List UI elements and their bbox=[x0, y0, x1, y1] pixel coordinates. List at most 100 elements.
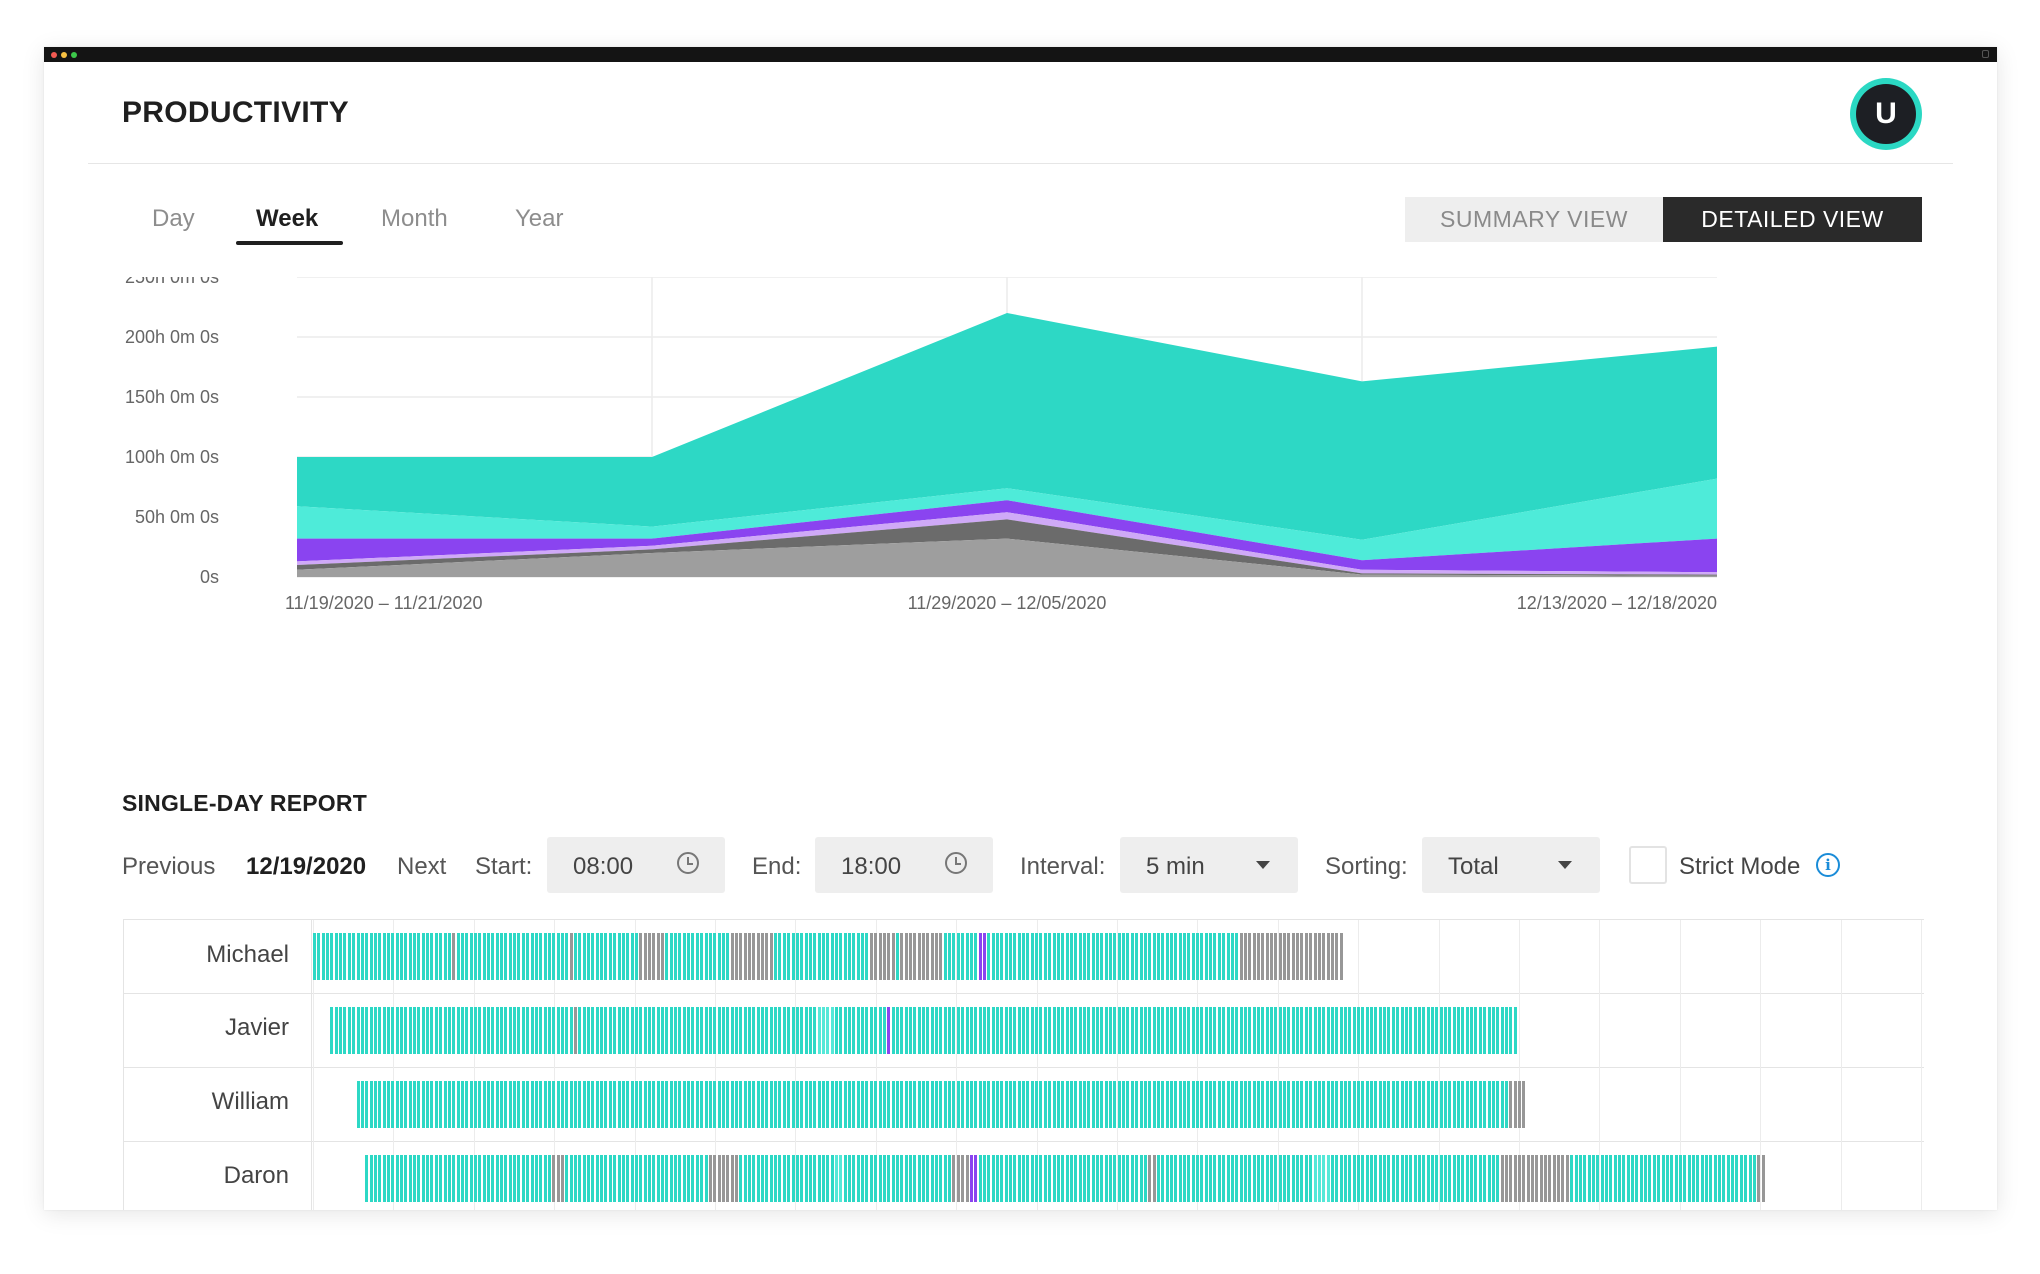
activity-block[interactable] bbox=[1230, 1155, 1234, 1202]
activity-block[interactable] bbox=[930, 933, 934, 980]
activity-block[interactable] bbox=[939, 933, 943, 980]
activity-block[interactable] bbox=[1200, 933, 1204, 980]
activity-block[interactable] bbox=[356, 933, 360, 980]
activity-block[interactable] bbox=[1052, 1007, 1056, 1054]
activity-block[interactable] bbox=[1248, 933, 1252, 980]
activity-block[interactable] bbox=[1370, 1155, 1374, 1202]
activity-block[interactable] bbox=[800, 1155, 804, 1202]
activity-block[interactable] bbox=[473, 1007, 477, 1054]
activity-block[interactable] bbox=[713, 933, 717, 980]
activity-block[interactable] bbox=[591, 1007, 595, 1054]
activity-block[interactable] bbox=[539, 1007, 543, 1054]
activity-block[interactable] bbox=[917, 1007, 921, 1054]
activity-block[interactable] bbox=[1552, 1155, 1556, 1202]
activity-block[interactable] bbox=[1422, 1007, 1426, 1054]
activity-block[interactable] bbox=[713, 1007, 717, 1054]
activity-block[interactable] bbox=[365, 1081, 369, 1128]
activity-block[interactable] bbox=[1561, 1155, 1565, 1202]
activity-block[interactable] bbox=[1065, 1007, 1069, 1054]
activity-block[interactable] bbox=[974, 933, 978, 980]
activity-block[interactable] bbox=[582, 1155, 586, 1202]
activity-block[interactable] bbox=[639, 1081, 643, 1128]
activity-block[interactable] bbox=[395, 1007, 399, 1054]
activity-block[interactable] bbox=[391, 1007, 395, 1054]
activity-block[interactable] bbox=[500, 933, 504, 980]
activity-block[interactable] bbox=[626, 1007, 630, 1054]
activity-block[interactable] bbox=[1422, 1155, 1426, 1202]
activity-block[interactable] bbox=[1374, 1007, 1378, 1054]
activity-block[interactable] bbox=[1374, 1081, 1378, 1128]
activity-block[interactable] bbox=[669, 1081, 673, 1128]
activity-block[interactable] bbox=[626, 1081, 630, 1128]
activity-block[interactable] bbox=[1391, 1155, 1395, 1202]
activity-block[interactable] bbox=[1187, 1007, 1191, 1054]
activity-block[interactable] bbox=[1178, 1081, 1182, 1128]
activity-block[interactable] bbox=[574, 1081, 578, 1128]
activity-block[interactable] bbox=[495, 1081, 499, 1128]
activity-block[interactable] bbox=[1078, 1155, 1082, 1202]
activity-block[interactable] bbox=[1143, 933, 1147, 980]
activity-block[interactable] bbox=[782, 933, 786, 980]
activity-block[interactable] bbox=[1657, 1155, 1661, 1202]
activity-block[interactable] bbox=[839, 1007, 843, 1054]
activity-block[interactable] bbox=[1313, 1007, 1317, 1054]
activity-block[interactable] bbox=[791, 1155, 795, 1202]
activity-block[interactable] bbox=[1274, 1081, 1278, 1128]
activity-block[interactable] bbox=[1430, 1155, 1434, 1202]
activity-block[interactable] bbox=[891, 933, 895, 980]
activity-block[interactable] bbox=[565, 1155, 569, 1202]
activity-block[interactable] bbox=[895, 1081, 899, 1128]
activity-block[interactable] bbox=[1109, 1081, 1113, 1128]
activity-block[interactable] bbox=[587, 1007, 591, 1054]
activity-block[interactable] bbox=[1348, 1007, 1352, 1054]
activity-block[interactable] bbox=[717, 933, 721, 980]
activity-block[interactable] bbox=[1287, 1007, 1291, 1054]
activity-block[interactable] bbox=[1074, 1155, 1078, 1202]
activity-block[interactable] bbox=[1104, 1155, 1108, 1202]
activity-block[interactable] bbox=[547, 1081, 551, 1128]
activity-block[interactable] bbox=[1465, 1007, 1469, 1054]
activity-block[interactable] bbox=[421, 933, 425, 980]
activity-block[interactable] bbox=[1222, 1081, 1226, 1128]
activity-block[interactable] bbox=[830, 1081, 834, 1128]
activity-block[interactable] bbox=[1696, 1155, 1700, 1202]
activity-block[interactable] bbox=[547, 1007, 551, 1054]
activity-block[interactable] bbox=[613, 933, 617, 980]
activity-block[interactable] bbox=[1043, 933, 1047, 980]
activity-block[interactable] bbox=[1330, 1081, 1334, 1128]
activity-block[interactable] bbox=[578, 1155, 582, 1202]
activity-block[interactable] bbox=[1183, 933, 1187, 980]
activity-block[interactable] bbox=[1270, 1007, 1274, 1054]
activity-block[interactable] bbox=[1357, 1081, 1361, 1128]
activity-block[interactable] bbox=[613, 1155, 617, 1202]
activity-block[interactable] bbox=[478, 1081, 482, 1128]
activity-block[interactable] bbox=[1357, 1007, 1361, 1054]
activity-block[interactable] bbox=[1439, 1007, 1443, 1054]
activity-block[interactable] bbox=[908, 1081, 912, 1128]
activity-block[interactable] bbox=[1200, 1007, 1204, 1054]
activity-block[interactable] bbox=[835, 1081, 839, 1128]
activity-block[interactable] bbox=[908, 1155, 912, 1202]
activity-block[interactable] bbox=[778, 1155, 782, 1202]
activity-block[interactable] bbox=[1300, 933, 1304, 980]
activity-block[interactable] bbox=[691, 933, 695, 980]
activity-block[interactable] bbox=[1243, 1155, 1247, 1202]
activity-block[interactable] bbox=[848, 1155, 852, 1202]
activity-block[interactable] bbox=[1022, 1155, 1026, 1202]
activity-block[interactable] bbox=[856, 1007, 860, 1054]
activity-block[interactable] bbox=[752, 1007, 756, 1054]
activity-block[interactable] bbox=[443, 1081, 447, 1128]
activity-block[interactable] bbox=[1439, 1081, 1443, 1128]
activity-block[interactable] bbox=[943, 933, 947, 980]
activity-block[interactable] bbox=[417, 1007, 421, 1054]
activity-block[interactable] bbox=[1113, 1155, 1117, 1202]
activity-block[interactable] bbox=[574, 1155, 578, 1202]
activity-block[interactable] bbox=[704, 1007, 708, 1054]
activity-block[interactable] bbox=[1448, 1081, 1452, 1128]
activity-block[interactable] bbox=[674, 1155, 678, 1202]
activity-block[interactable] bbox=[1178, 933, 1182, 980]
activity-block[interactable] bbox=[469, 1007, 473, 1054]
activity-block[interactable] bbox=[1048, 1081, 1052, 1128]
activity-block[interactable] bbox=[1126, 933, 1130, 980]
activity-block[interactable] bbox=[456, 1081, 460, 1128]
